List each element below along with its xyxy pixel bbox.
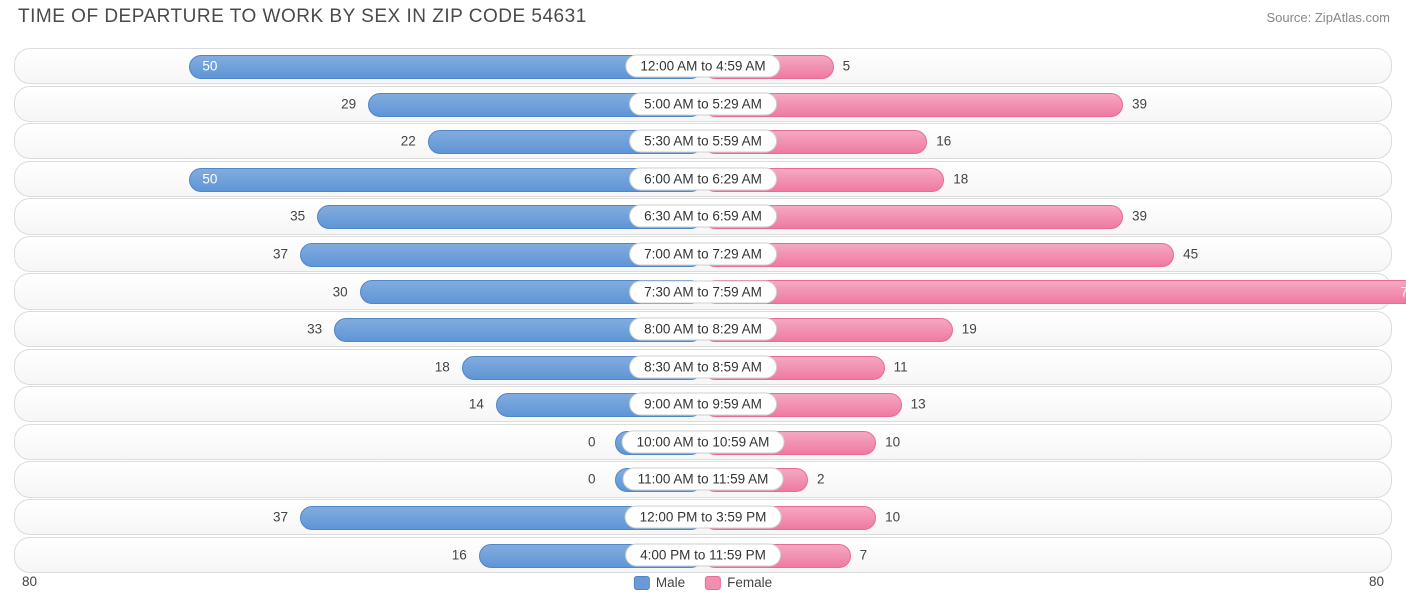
bar-value-male: 18 (435, 359, 450, 374)
bar-value-male: 16 (452, 547, 467, 562)
chart-row: 0 2 11:00 AM to 11:59 AM (14, 461, 1392, 497)
row-category-label: 8:30 AM to 8:59 AM (629, 355, 777, 378)
bar-value-female: 10 (885, 510, 900, 525)
chart-row: 30757:30 AM to 7:59 AM (14, 273, 1392, 309)
legend-item-male: Male (634, 575, 685, 590)
bar-value-female: 10 (885, 434, 900, 449)
bar-value-female: 19 (962, 322, 977, 337)
chart-row: 50 5 12:00 AM to 4:59 AM (14, 48, 1392, 84)
bar-value-female: 11 (894, 359, 908, 374)
bar-value-female: 7 (860, 547, 868, 562)
bar-value-female: 16 (936, 134, 951, 149)
bar-value-female: 13 (911, 397, 926, 412)
row-category-label: 7:30 AM to 7:59 AM (629, 280, 777, 303)
source-attribution: Source: ZipAtlas.com (1266, 10, 1390, 25)
row-category-label: 8:00 AM to 8:29 AM (629, 318, 777, 341)
bar-value-female: 39 (1132, 209, 1147, 224)
bar-value-male: 50 (202, 171, 217, 186)
bar-value-male: 37 (273, 510, 288, 525)
chart-area: 50 5 12:00 AM to 4:59 AM 29 39 5:00 AM to 5:2… (14, 48, 1392, 565)
bar-value-male: 30 (333, 284, 348, 299)
row-category-label: 4:00 PM to 11:59 PM (625, 543, 781, 566)
chart-row: 16 7 4:00 PM to 11:59 PM (14, 537, 1392, 573)
chart-title: TIME OF DEPARTURE TO WORK BY SEX IN ZIP … (18, 6, 587, 28)
row-category-label: 5:00 AM to 5:29 AM (629, 92, 777, 115)
chart-row: 33 19 8:00 AM to 8:29 AM (14, 311, 1392, 347)
bar-value-male: 0 (588, 434, 596, 449)
chart-row: 35 39 6:30 AM to 6:59 AM (14, 198, 1392, 234)
row-category-label: 11:00 AM to 11:59 AM (623, 468, 784, 491)
bar-value-male: 29 (341, 96, 356, 111)
bar-value-male: 14 (469, 397, 484, 412)
bar-value-female: 2 (817, 472, 825, 487)
bar-value-male: 22 (401, 134, 416, 149)
bar-value-female: 75 (1400, 284, 1406, 299)
bar-value-female: 39 (1132, 96, 1147, 111)
chart-row: 14 13 9:00 AM to 9:59 AM (14, 386, 1392, 422)
chart-row: 37 10 12:00 PM to 3:59 PM (14, 499, 1392, 535)
legend: Male Female (634, 575, 772, 590)
legend-label-female: Female (727, 575, 772, 590)
chart-row: 29 39 5:00 AM to 5:29 AM (14, 86, 1392, 122)
row-category-label: 6:00 AM to 6:29 AM (629, 167, 777, 190)
bar-value-male: 50 (202, 59, 217, 74)
axis-label-left: 80 (22, 574, 37, 589)
bar-value-male: 33 (307, 322, 322, 337)
chart-row: 22 16 5:30 AM to 5:59 AM (14, 123, 1392, 159)
row-category-label: 5:30 AM to 5:59 AM (629, 130, 777, 153)
legend-label-male: Male (656, 575, 685, 590)
chart-row: 0 10 10:00 AM to 10:59 AM (14, 424, 1392, 460)
row-category-label: 6:30 AM to 6:59 AM (629, 205, 777, 228)
bar-male (189, 168, 703, 192)
swatch-male-icon (634, 576, 650, 590)
chart-row: 37 45 7:00 AM to 7:29 AM (14, 236, 1392, 272)
chart-row: 18 11 8:30 AM to 8:59 AM (14, 349, 1392, 385)
bar-female (703, 280, 1406, 304)
row-category-label: 10:00 AM to 10:59 AM (622, 430, 785, 453)
row-category-label: 7:00 AM to 7:29 AM (629, 242, 777, 265)
row-category-label: 9:00 AM to 9:59 AM (629, 393, 777, 416)
bar-value-male: 37 (273, 246, 288, 261)
bar-value-female: 45 (1183, 246, 1198, 261)
bar-value-male: 35 (290, 209, 305, 224)
legend-item-female: Female (705, 575, 772, 590)
bar-value-male: 0 (588, 472, 596, 487)
row-category-label: 12:00 PM to 3:59 PM (625, 506, 782, 529)
swatch-female-icon (705, 576, 721, 590)
axis-label-right: 80 (1369, 574, 1384, 589)
bar-value-female: 18 (953, 171, 968, 186)
chart-row: 50 18 6:00 AM to 6:29 AM (14, 161, 1392, 197)
bar-value-female: 5 (843, 59, 851, 74)
row-category-label: 12:00 AM to 4:59 AM (625, 55, 780, 78)
